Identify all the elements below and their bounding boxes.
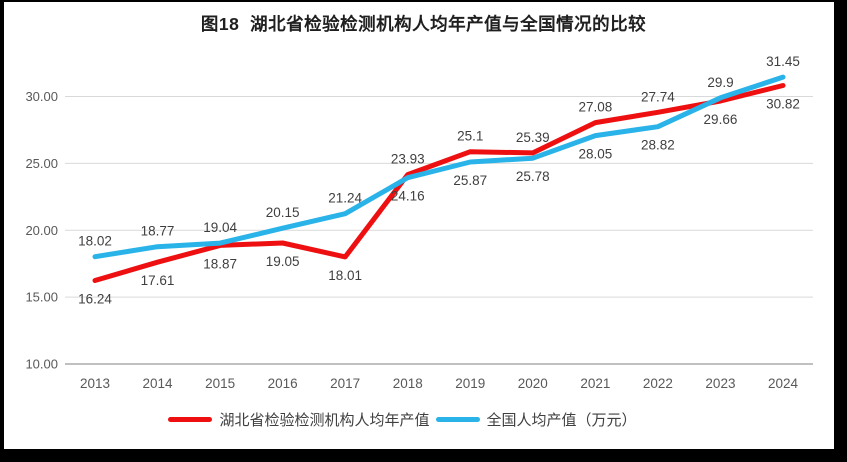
x-tick-label: 2018 [393,376,423,391]
x-tick-label: 2016 [268,376,298,391]
data-label: 16.24 [78,292,112,307]
x-tick-label: 2021 [580,376,610,391]
y-tick-label: 30.00 [25,89,58,104]
data-label: 18.02 [78,234,112,249]
data-label: 19.05 [266,254,300,269]
legend-item-national: 全国人均产值（万元） [435,409,637,430]
data-label: 27.74 [641,89,675,104]
data-label: 29.66 [704,112,738,127]
data-label: 18.77 [141,224,175,239]
frame-border-left [0,0,4,462]
data-label: 25.87 [453,173,487,188]
data-label: 17.61 [141,273,175,288]
data-label: 23.93 [391,152,425,167]
frame-border-bottom [0,449,847,462]
x-tick-label: 2017 [330,376,360,391]
data-label: 18.01 [328,268,362,283]
x-tick-label: 2022 [643,376,673,391]
chart-legend: 湖北省检验检测机构人均年产值 全国人均产值（万元） [0,409,826,430]
series-line-hubei [92,83,786,283]
data-label: 28.82 [641,138,675,153]
y-tick-label: 25.00 [25,156,58,171]
frame-border-top [0,0,847,2]
x-tick-label: 2023 [705,376,735,391]
x-tick-label: 2014 [143,376,174,391]
legend-label-national: 全国人均产值（万元） [486,412,637,429]
series-line-national [92,74,786,260]
x-tick-label: 2013 [80,376,110,391]
data-label: 30.82 [766,97,800,112]
x-tick-label: 2015 [205,376,235,391]
x-tick-label: 2020 [518,376,548,391]
data-label: 28.05 [578,147,612,162]
data-label: 25.1 [457,129,483,144]
legend-swatch-national-line-icon [435,417,480,422]
data-label: 25.39 [516,130,550,145]
y-tick-label: 20.00 [25,223,58,238]
legend-label-hubei: 湖北省检验检测机构人均年产值 [219,412,430,429]
data-label: 25.78 [516,169,550,184]
x-tick-label: 2024 [768,376,799,391]
data-label: 31.45 [766,54,800,69]
frame-border-right [834,0,847,462]
data-label: 18.87 [203,256,237,271]
x-tick-label: 2019 [455,376,485,391]
data-label: 24.16 [391,189,425,204]
y-tick-label: 15.00 [25,290,58,305]
data-label: 29.9 [707,75,733,90]
data-label: 20.15 [266,205,300,220]
data-label: 27.08 [578,100,612,115]
legend-item-hubei: 湖北省检验检测机构人均年产值 [168,409,430,430]
chart-title: 图18 湖北省检验检测机构人均年产值与全国情况的比较 [200,14,647,34]
y-tick-label: 10.00 [25,357,58,372]
legend-swatch-hubei-line-icon [168,417,213,422]
data-label: 19.04 [203,220,237,235]
data-label: 21.24 [328,191,362,206]
